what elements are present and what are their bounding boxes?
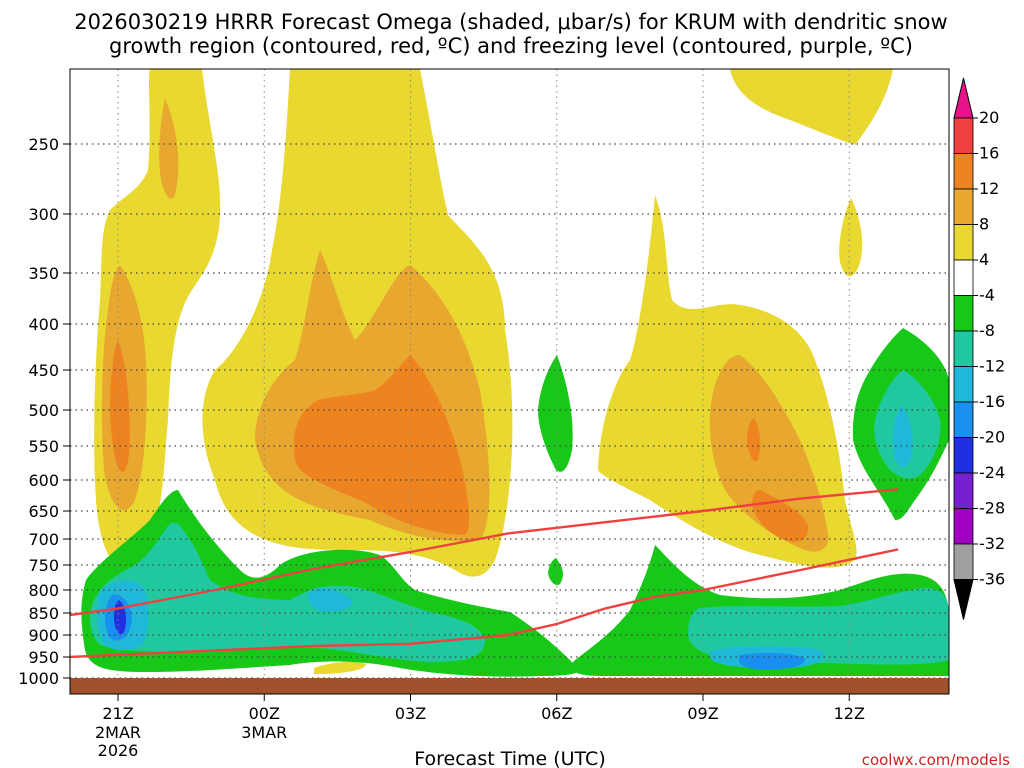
colorbar-band-11 [953, 472, 974, 509]
colorbar-band-10 [953, 437, 974, 474]
x-tick-label-06z: 06Z [541, 704, 572, 723]
colorbar-top-arrow [953, 77, 974, 119]
omega-neg4-region-isolated [538, 355, 573, 472]
chart-title-line2: growth region (contoured, red, ºC) and f… [109, 34, 913, 58]
y-tick-label-350: 350 [28, 264, 59, 283]
omega-neg12-region-mid [308, 588, 353, 612]
x-tick-label-09z: 09Z [687, 704, 718, 723]
colorbar-bottom-arrow [953, 579, 974, 620]
omega-4-region-isolated [839, 198, 863, 277]
y-tick-label-650: 650 [28, 502, 59, 521]
omega-descent-shading [81, 328, 949, 677]
colorbar-label-6: -8 [979, 321, 995, 340]
colorbar-label-5: -4 [979, 286, 995, 305]
y-tick-label-300: 300 [28, 205, 59, 224]
omega-8-region-upper [159, 98, 179, 199]
dgz-contour-1 [70, 488, 899, 617]
colorbar-band-4 [953, 224, 974, 261]
colorbar-label-12: -32 [979, 534, 1005, 553]
x-tick-label-12z: 12Z [834, 704, 865, 723]
x-axis-label: Forecast Time (UTC) [414, 748, 605, 768]
colorbar-label-7: -12 [979, 357, 1005, 376]
omega-neg8-region-right [688, 588, 949, 665]
colorbar-band-1 [953, 117, 974, 154]
colorbar-band-2 [953, 153, 974, 190]
x-date-label-21z: 2MAR [95, 723, 141, 742]
ground-layer [70, 678, 949, 694]
colorbar-band-8 [953, 366, 974, 403]
y-tick-label-950: 950 [28, 648, 59, 667]
credit-text: coolwx.com/models [862, 751, 1010, 768]
omega-neg12-region-upper-right [893, 405, 913, 467]
plot-area [70, 69, 949, 694]
y-tick-label-450: 450 [28, 361, 59, 380]
colorbar-label-11: -28 [979, 499, 1005, 518]
omega-neg8-region-left [90, 522, 485, 662]
colorbar-label-13: -36 [979, 570, 1005, 589]
plot-frame [69, 68, 950, 695]
omega-4-region-top-right [730, 69, 893, 145]
colorbar-label-3: 8 [979, 215, 989, 234]
colorbar-band-3 [953, 188, 974, 225]
dendritic-growth-contours [70, 488, 899, 659]
colorbar-label-4: 4 [979, 250, 989, 269]
colorbar-label-1: 16 [979, 144, 999, 163]
x-tick-label-00z: 00Z [249, 704, 280, 723]
x-year-label-21z: 2026 [98, 741, 139, 760]
colorbar-label-2: 12 [979, 179, 999, 198]
colorbar-band-9 [953, 401, 974, 438]
y-tick-label-800: 800 [28, 581, 59, 600]
y-tick-label-550: 550 [28, 437, 59, 456]
colorbar-band-6 [953, 295, 974, 332]
colorbar: 20 16 12 8 4 -4 -8 -12 -16 -20 -24 -28 -32 -36 [953, 77, 1005, 620]
colorbar-label-10: -24 [979, 463, 1005, 482]
omega-neg4-region-small [548, 558, 563, 586]
colorbar-label-8: -16 [979, 392, 1005, 411]
chart-title-line1: 2026030219 HRRR Forecast Omega (shaded, … [74, 10, 947, 34]
y-tick-label-700: 700 [28, 530, 59, 549]
omega-4-region-surface [314, 661, 366, 674]
y-tick-label-600: 600 [28, 471, 59, 490]
colorbar-label-9: -20 [979, 428, 1005, 447]
y-tick-label-400: 400 [28, 315, 59, 334]
colorbar-band-12 [953, 508, 974, 545]
dgz-contour-2 [70, 548, 899, 659]
colorbar-band-5 [953, 259, 974, 296]
x-tick-label-21z: 21Z [102, 704, 133, 723]
y-tick-label-250: 250 [28, 135, 59, 154]
omega-neg16-region-right [738, 653, 806, 670]
omega-12-region-left [109, 340, 130, 472]
x-date-label-00z: 3MAR [241, 723, 287, 742]
y-tick-label-750: 750 [28, 556, 59, 575]
y-tick-label-1000: 1000 [18, 669, 59, 688]
omega-ascent-shading [94, 69, 893, 674]
colorbar-band-13 [953, 543, 974, 580]
omega-12-region-mid [293, 355, 470, 535]
colorbar-label-0: 20 [979, 108, 999, 127]
omega-12-region-right-peak [747, 418, 761, 462]
y-tick-label-500: 500 [28, 401, 59, 420]
y-axis: 250 300 350 400 450 500 550 600 650 700 750 800 850 9… [18, 135, 70, 688]
x-tick-label-03z: 03Z [395, 704, 426, 723]
y-tick-label-900: 900 [28, 626, 59, 645]
y-tick-label-850: 850 [28, 604, 59, 623]
omega-8-region-right [709, 355, 829, 552]
colorbar-band-7 [953, 330, 974, 367]
